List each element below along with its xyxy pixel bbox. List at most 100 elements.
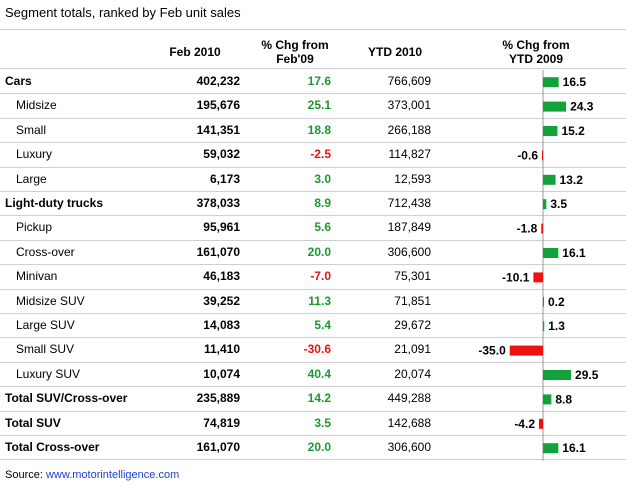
- row-separator: [0, 435, 626, 436]
- header-ytdchg: % Chg from YTD 2009: [476, 38, 596, 66]
- row-separator: [0, 337, 626, 338]
- row-label: Cross-over: [16, 244, 75, 259]
- header-ytd: YTD 2010: [345, 45, 445, 59]
- row-label: Pickup: [16, 220, 53, 235]
- pct-change-feb-value: -30.6: [303, 342, 331, 357]
- pct-change-feb-value: 18.8: [307, 122, 331, 137]
- row-separator: [0, 191, 626, 192]
- ytd-2010-value: 306,600: [387, 440, 431, 454]
- source-note: Source: www.motorintelligence.com: [5, 469, 179, 481]
- row-label: Total SUV: [5, 415, 61, 430]
- bar-0: [543, 77, 559, 88]
- feb-2010-value: 6,173: [209, 171, 240, 186]
- bar-value-label-10: 1.3: [548, 319, 565, 333]
- row-separator: [0, 93, 626, 94]
- bar-14: [539, 418, 543, 429]
- pct-change-feb-value: -2.5: [310, 147, 331, 162]
- header-chg-line-2: Feb'09: [276, 52, 314, 66]
- bar-value-label-5: 3.5: [550, 197, 567, 211]
- header-chg-line-1: % Chg from: [261, 38, 329, 52]
- bar-10: [543, 321, 545, 332]
- pct-change-feb-value: 3.0: [314, 171, 331, 186]
- ytd-2010-value: 20,074: [394, 366, 431, 381]
- ytd-2010-value: 114,827: [388, 147, 432, 162]
- pct-change-feb-value: -7.0: [310, 269, 331, 284]
- bar-value-label-11: -35.0: [478, 344, 506, 358]
- feb-2010-value: 59,032: [203, 147, 240, 162]
- bar-value-label-3: -0.6: [517, 148, 538, 162]
- ytd-2010-value: 142,688: [387, 415, 431, 430]
- feb-2010-value: 161,070: [196, 440, 240, 454]
- bar-1: [543, 101, 567, 112]
- bar-5: [543, 199, 547, 210]
- ytd-2010-value: 766,609: [387, 74, 431, 88]
- header-feb: Feb 2010: [145, 45, 245, 59]
- pct-change-feb-value: 5.6: [314, 220, 331, 235]
- pct-change-feb-value: 20.0: [307, 440, 331, 454]
- feb-2010-value: 95,961: [203, 220, 240, 235]
- row-separator: [0, 459, 626, 460]
- ytd-2010-value: 373,001: [387, 98, 431, 113]
- row-label: Small SUV: [16, 342, 75, 357]
- ytd-2010-value: 29,672: [394, 318, 431, 332]
- source-prefix: Source:: [5, 469, 46, 481]
- row-label: Large SUV: [16, 318, 75, 332]
- row-separator: [0, 118, 626, 119]
- header-ytdchg-line-2: YTD 2009: [508, 52, 564, 66]
- row-separator: [0, 68, 626, 69]
- pct-change-feb-value: 8.9: [314, 196, 331, 210]
- feb-2010-value: 10,074: [203, 366, 240, 381]
- row-label: Total SUV/Cross-over: [5, 391, 128, 406]
- ytd-2010-value: 21,091: [394, 342, 431, 357]
- source-link[interactable]: www.motorintelligence.com: [45, 469, 180, 481]
- bar-value-label-7: 16.1: [562, 246, 586, 260]
- bar-15: [543, 443, 559, 454]
- bar-value-label-0: 16.5: [563, 75, 587, 89]
- bar-13: [543, 394, 552, 405]
- feb-2010-value: 195,676: [196, 98, 240, 113]
- row-separator: [0, 289, 626, 290]
- ytd-2010-value: 71,851: [394, 293, 431, 308]
- row-separator: [0, 362, 626, 363]
- bar-3: [542, 150, 543, 161]
- feb-2010-value: 39,252: [203, 293, 240, 308]
- ytd-2010-value: 12,593: [394, 171, 431, 186]
- feb-2010-value: 141,351: [196, 122, 240, 137]
- row-separator: [0, 240, 626, 241]
- pct-change-feb-value: 14.2: [307, 391, 331, 406]
- row-separator: [0, 386, 626, 387]
- pct-change-feb-value: 11.3: [308, 293, 331, 308]
- pct-change-feb-value: 17.6: [307, 74, 331, 88]
- row-separator: [0, 215, 626, 216]
- bar-11: [509, 345, 543, 356]
- row-label: Minivan: [16, 269, 58, 284]
- row-separator: [0, 264, 626, 265]
- row-separator: [0, 142, 626, 143]
- bar-value-label-1: 24.3: [570, 100, 594, 114]
- row-label: Luxury: [16, 147, 53, 162]
- feb-2010-value: 378,033: [196, 196, 240, 210]
- bar-value-label-15: 16.1: [562, 441, 586, 455]
- row-label: Total Cross-over: [5, 440, 100, 454]
- bar-value-label-12: 29.5: [575, 368, 599, 382]
- bar-12: [543, 370, 572, 380]
- row-label: Luxury SUV: [16, 366, 81, 381]
- bar-value-label-6: -1.8: [517, 222, 538, 236]
- bar-value-label-13: 8.8: [555, 392, 572, 406]
- bar-7: [543, 248, 559, 258]
- bar-value-label-2: 15.2: [561, 124, 585, 138]
- row-label: Light-duty trucks: [5, 196, 103, 210]
- row-label: Midsize: [16, 98, 57, 113]
- bar-2: [543, 126, 558, 136]
- bar-9: [543, 296, 544, 307]
- bar-8: [533, 272, 543, 283]
- ytd-2010-value: 306,600: [387, 244, 431, 259]
- bar-value-label-9: 0.2: [548, 295, 565, 309]
- pct-change-feb-value: 3.5: [314, 415, 331, 430]
- bar-6: [541, 223, 543, 234]
- feb-2010-value: 161,070: [196, 244, 240, 259]
- feb-2010-value: 74,819: [203, 415, 240, 430]
- ytd-2010-value: 449,288: [387, 391, 431, 406]
- row-label: Midsize SUV: [16, 293, 85, 308]
